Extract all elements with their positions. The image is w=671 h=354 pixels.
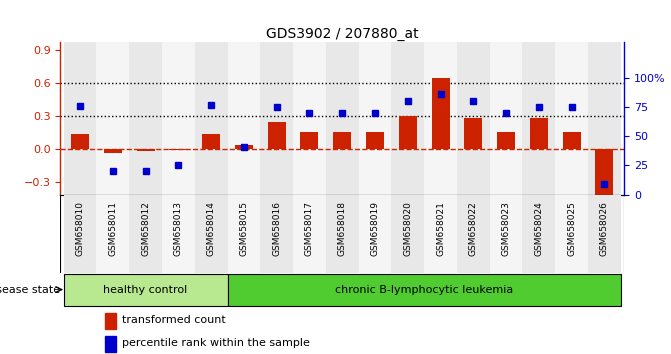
Bar [130, 42, 162, 195]
Text: GSM658013: GSM658013 [174, 201, 183, 256]
Text: disease state: disease state [0, 285, 60, 295]
Bar [326, 195, 358, 273]
Bar [399, 116, 417, 149]
Bar [326, 42, 358, 195]
Text: GSM658025: GSM658025 [567, 201, 576, 256]
Bar [162, 42, 195, 195]
Bar [523, 42, 555, 195]
Text: GSM658016: GSM658016 [272, 201, 281, 256]
Text: GSM658021: GSM658021 [436, 201, 445, 256]
Text: GSM658010: GSM658010 [76, 201, 85, 256]
Text: chronic B-lymphocytic leukemia: chronic B-lymphocytic leukemia [335, 285, 513, 295]
Bar [293, 42, 326, 195]
Bar [301, 132, 319, 149]
Bar [268, 122, 286, 149]
Bar [71, 135, 89, 149]
Bar [555, 42, 588, 195]
Text: GSM658023: GSM658023 [501, 201, 511, 256]
Text: GSM658017: GSM658017 [305, 201, 314, 256]
Bar [227, 274, 621, 306]
Bar [105, 336, 115, 352]
Bar [431, 78, 450, 149]
Bar [490, 195, 523, 273]
Title: GDS3902 / 207880_at: GDS3902 / 207880_at [266, 28, 419, 41]
Bar [162, 195, 195, 273]
Bar [358, 195, 391, 273]
Text: GSM658020: GSM658020 [403, 201, 412, 256]
Text: percentile rank within the sample: percentile rank within the sample [122, 338, 310, 348]
Bar [64, 195, 97, 273]
Text: GSM658022: GSM658022 [469, 201, 478, 256]
Bar [235, 145, 253, 149]
Bar [457, 195, 490, 273]
Text: GSM658011: GSM658011 [108, 201, 117, 256]
Bar [260, 195, 293, 273]
Bar [260, 42, 293, 195]
Text: GSM658012: GSM658012 [141, 201, 150, 256]
Bar [555, 195, 588, 273]
Bar [457, 42, 490, 195]
Bar [104, 149, 122, 153]
Text: GSM658024: GSM658024 [534, 201, 544, 256]
Text: GSM658014: GSM658014 [207, 201, 215, 256]
Bar [358, 42, 391, 195]
Bar [366, 132, 384, 149]
Bar [424, 42, 457, 195]
Bar [523, 195, 555, 273]
Bar [424, 195, 457, 273]
Bar [195, 195, 227, 273]
Bar [227, 195, 260, 273]
Bar [464, 118, 482, 149]
Bar [105, 313, 115, 329]
Bar [490, 42, 523, 195]
Text: GSM658026: GSM658026 [600, 201, 609, 256]
Bar [195, 42, 227, 195]
Text: GSM658018: GSM658018 [338, 201, 347, 256]
Bar [64, 42, 97, 195]
Bar [293, 195, 326, 273]
Bar [64, 274, 227, 306]
Bar [227, 42, 260, 195]
Bar [595, 149, 613, 195]
Text: healthy control: healthy control [103, 285, 188, 295]
Bar [97, 195, 130, 273]
Bar [588, 42, 621, 195]
Text: GSM658019: GSM658019 [370, 201, 380, 256]
Bar [333, 132, 351, 149]
Bar [202, 135, 220, 149]
Bar [169, 149, 187, 150]
Bar [562, 132, 580, 149]
Bar [137, 149, 154, 151]
Bar [130, 195, 162, 273]
Text: transformed count: transformed count [122, 315, 226, 325]
Bar [97, 42, 130, 195]
Bar [497, 132, 515, 149]
Text: GSM658015: GSM658015 [240, 201, 248, 256]
Bar [391, 42, 424, 195]
Bar [588, 195, 621, 273]
Bar [530, 118, 548, 149]
Bar [391, 195, 424, 273]
